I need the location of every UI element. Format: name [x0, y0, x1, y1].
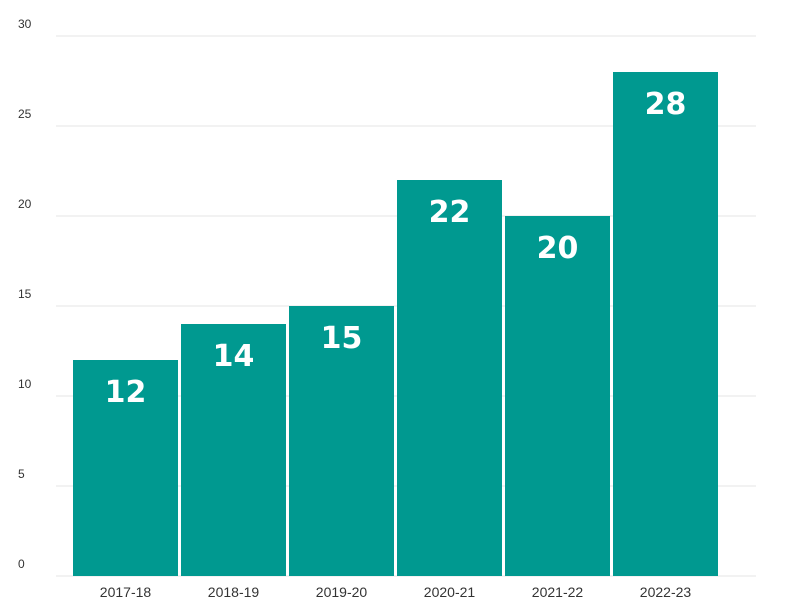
y-tick-label-20: 20	[18, 197, 32, 211]
x-tick-label-2017-18: 2017-18	[100, 584, 152, 600]
bar-2022-23	[613, 72, 718, 576]
x-tick-label-2022-23: 2022-23	[640, 584, 692, 600]
bar-value-label-2020-21: 22	[429, 195, 471, 230]
y-axis: 0 5 10 15 20 25 30	[18, 17, 32, 571]
y-tick-label-25: 25	[18, 107, 32, 121]
y-tick-label-10: 10	[18, 377, 32, 391]
bar-value-label-2019-20: 15	[321, 321, 363, 356]
x-tick-label-2020-21: 2020-21	[424, 584, 476, 600]
bar-value-label-2017-18: 12	[105, 375, 147, 410]
y-tick-label-0: 0	[18, 557, 25, 571]
y-tick-label-5: 5	[18, 467, 25, 481]
bar-2020-21	[397, 180, 502, 576]
bars: 12 14 15 22 20 28	[73, 72, 718, 576]
x-tick-label-2019-20: 2019-20	[316, 584, 368, 600]
bar-2017-18	[73, 360, 178, 576]
y-tick-label-15: 15	[18, 287, 32, 301]
x-axis: 2017-18 2018-19 2019-20 2020-21 2021-22 2022-…	[100, 584, 692, 600]
bar-2018-19	[181, 324, 286, 576]
y-tick-label-30: 30	[18, 17, 32, 31]
x-tick-label-2018-19: 2018-19	[208, 584, 260, 600]
bar-2021-22	[505, 216, 610, 576]
bar-value-label-2021-22: 20	[537, 231, 579, 266]
bar-2019-20	[289, 306, 394, 576]
x-tick-label-2021-22: 2021-22	[532, 584, 584, 600]
bar-value-label-2022-23: 28	[645, 87, 687, 122]
bar-value-label-2018-19: 14	[213, 339, 255, 374]
